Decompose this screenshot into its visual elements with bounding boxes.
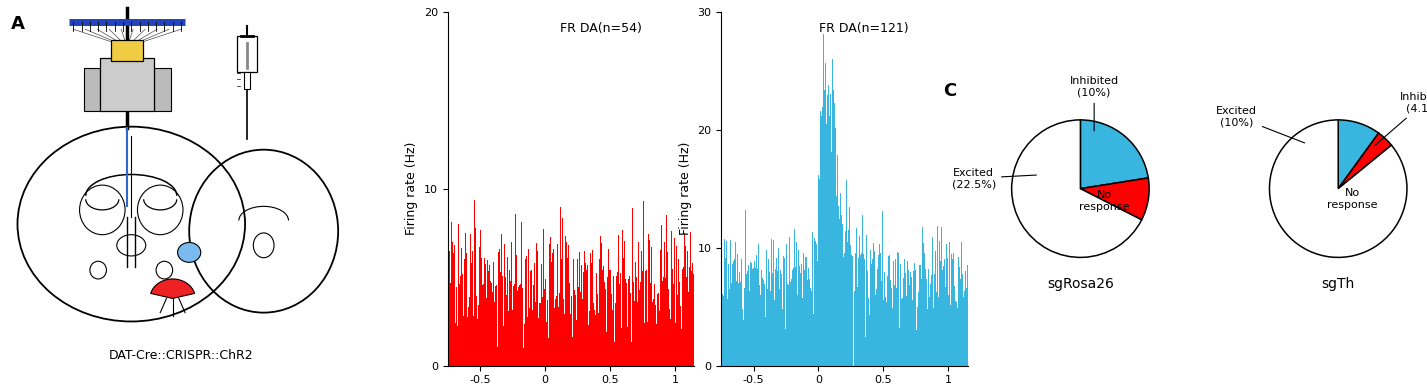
Text: Inhibited
(10%): Inhibited (10%) xyxy=(1070,76,1119,131)
Bar xyxy=(237,36,257,72)
Y-axis label: Firing rate (Hz): Firing rate (Hz) xyxy=(405,142,418,235)
Y-axis label: Firing rate (Hz): Firing rate (Hz) xyxy=(679,142,692,235)
Text: C: C xyxy=(943,82,956,100)
Text: Inhibited
(4.1%): Inhibited (4.1%) xyxy=(1374,92,1427,146)
Text: FR DA(n=54): FR DA(n=54) xyxy=(559,22,642,35)
Wedge shape xyxy=(151,279,194,298)
Wedge shape xyxy=(1339,120,1378,189)
Bar xyxy=(84,68,100,111)
Wedge shape xyxy=(1080,178,1149,220)
Text: A: A xyxy=(11,15,26,33)
Bar xyxy=(111,40,143,61)
Bar xyxy=(154,68,171,111)
Title: sgRosa26: sgRosa26 xyxy=(1047,277,1114,291)
Wedge shape xyxy=(1080,120,1149,189)
Text: Excited
(22.5%): Excited (22.5%) xyxy=(952,167,1036,189)
Text: No
response: No response xyxy=(1079,190,1130,212)
Wedge shape xyxy=(1012,120,1142,258)
Bar xyxy=(100,58,154,111)
Title: sgTh: sgTh xyxy=(1321,277,1354,291)
Wedge shape xyxy=(1339,133,1391,189)
Bar xyxy=(244,72,250,89)
Text: No
response: No response xyxy=(1327,188,1377,210)
Text: DAT-Cre::CRISPR::ChR2: DAT-Cre::CRISPR::ChR2 xyxy=(108,349,253,362)
Circle shape xyxy=(177,243,201,262)
Wedge shape xyxy=(1270,120,1407,258)
Text: Excited
(10%): Excited (10%) xyxy=(1216,105,1304,143)
Text: FR DA(n=121): FR DA(n=121) xyxy=(819,22,909,35)
